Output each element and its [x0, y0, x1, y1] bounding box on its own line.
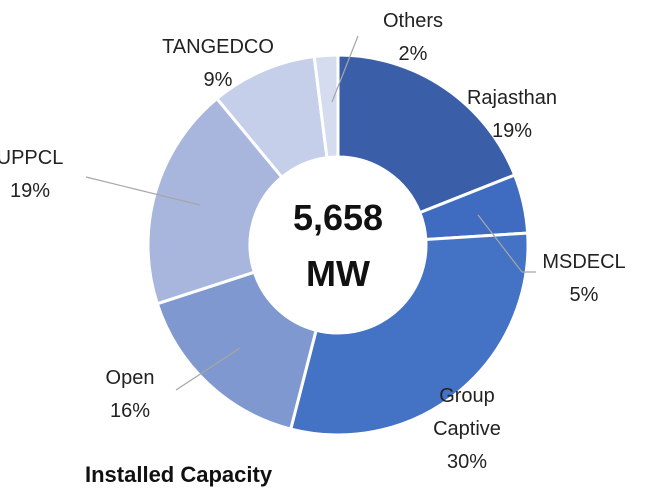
- slice-label: Open 16%: [70, 362, 190, 428]
- slice: [312, 53, 340, 160]
- percent: 16%: [109, 400, 151, 422]
- center-label: 5,658 MW: [292, 197, 384, 294]
- category: Others: [382, 10, 444, 32]
- category: Group Captive: [433, 385, 501, 440]
- percent: 9%: [203, 69, 233, 91]
- leader-line: [175, 347, 241, 391]
- leader-lines: [85, 35, 536, 391]
- slice-label: UPPCL 19%: [0, 142, 90, 208]
- slice-label: Others 2%: [353, 5, 473, 71]
- chart-title: Installed Capacity: [85, 462, 273, 487]
- leader-line: [331, 35, 359, 103]
- slice-label: TANGEDCO 9%: [148, 31, 288, 97]
- percent: 2%: [398, 43, 428, 65]
- slices: [146, 53, 530, 437]
- leader-line: [85, 176, 201, 206]
- percent: 19%: [491, 120, 533, 142]
- slice-label: MSDECL 5%: [524, 246, 644, 312]
- category: UPPCL: [0, 147, 64, 169]
- leader-line: [477, 214, 536, 273]
- slice-label: Group Captive 30%: [427, 380, 507, 479]
- category: MSDECL: [542, 251, 626, 273]
- slice: [146, 96, 285, 306]
- category: Rajasthan: [466, 87, 558, 109]
- percent: 5%: [569, 284, 599, 306]
- category: Open: [105, 367, 155, 389]
- category: TANGEDCO: [162, 36, 274, 58]
- slice: [336, 53, 517, 215]
- percent: 30%: [446, 451, 488, 473]
- percent: 19%: [9, 180, 51, 202]
- slice-label: Rajasthan 19%: [442, 82, 582, 148]
- slice: [288, 231, 530, 437]
